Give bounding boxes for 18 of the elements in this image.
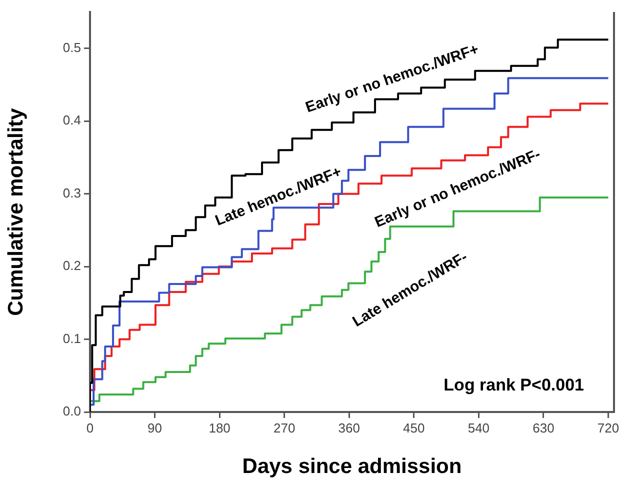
y-tick-label: 0.2 xyxy=(62,258,81,274)
x-tick-label: 630 xyxy=(532,420,554,436)
y-tick-label: 0.1 xyxy=(62,330,81,346)
x-tick-label: 720 xyxy=(597,420,620,436)
annotation: Log rank P<0.001 xyxy=(444,376,584,395)
x-tick-label: 540 xyxy=(468,420,490,436)
x-tick-label: 450 xyxy=(403,420,425,436)
y-tick-label: 0.5 xyxy=(62,40,81,55)
y-tick-label: 0.3 xyxy=(62,185,81,200)
y-tick-label: 0.4 xyxy=(62,112,81,128)
x-tick-label: 0 xyxy=(86,420,94,436)
x-tick-label: 360 xyxy=(338,420,360,436)
x-tick-label: 180 xyxy=(208,420,230,436)
x-axis-title: Days since admission xyxy=(242,455,462,478)
y-tick-label: 0.0 xyxy=(62,404,81,419)
x-tick-label: 270 xyxy=(273,420,296,436)
y-axis-title: Cumulative mortality xyxy=(4,108,28,316)
x-tick-label: 90 xyxy=(148,420,162,436)
